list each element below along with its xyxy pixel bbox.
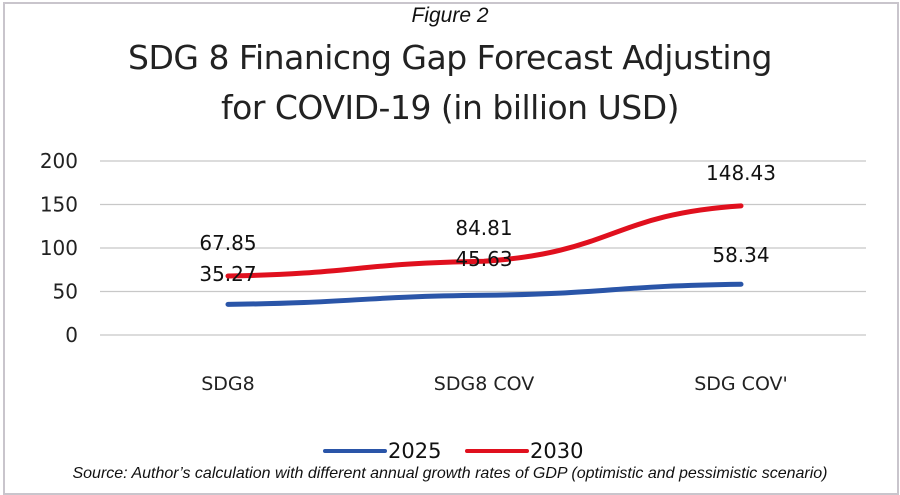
data-label-2030: 67.85 (199, 231, 256, 255)
y-tick-label: 0 (65, 323, 78, 347)
figure-label: Figure 2 (411, 4, 489, 27)
data-labels: 67.85 84.81 148.43 35.27 45.63 58.34 (199, 161, 776, 286)
data-label-2030: 84.81 (455, 216, 512, 240)
x-axis-ticks: SDG8 SDG8 COV SDG COV' (201, 373, 788, 395)
series-line-2025 (225, 281, 744, 307)
series-lines (225, 203, 744, 307)
y-tick-label: 150 (40, 193, 78, 217)
data-label-2025: 45.63 (455, 247, 512, 271)
legend-label-2025: 2025 (388, 439, 441, 463)
y-tick-label: 50 (53, 280, 78, 304)
chart-title-line-1: SDG 8 Finanicng Gap Forecast Adjusting (128, 38, 772, 77)
x-tick-label: SDG COV' (694, 373, 788, 395)
figure-frame (3, 2, 899, 495)
data-label-2025: 35.27 (199, 262, 256, 286)
series-line-2030 (225, 203, 744, 279)
y-tick-label: 200 (40, 149, 78, 173)
x-tick-label: SDG8 (201, 373, 255, 395)
legend-label-2030: 2030 (530, 439, 583, 463)
data-label-2025: 58.34 (712, 243, 769, 267)
y-tick-label: 100 (40, 236, 78, 260)
chart-title-line-2: for COVID-19 (in billion USD) (221, 88, 679, 127)
x-tick-label: SDG8 COV (434, 373, 534, 395)
legend: 2025 2030 (323, 439, 583, 463)
y-axis-ticks: 0 50 100 150 200 (40, 149, 78, 347)
data-label-2030: 148.43 (706, 161, 776, 185)
source-note: Source: Author’s calculation with differ… (72, 465, 828, 482)
